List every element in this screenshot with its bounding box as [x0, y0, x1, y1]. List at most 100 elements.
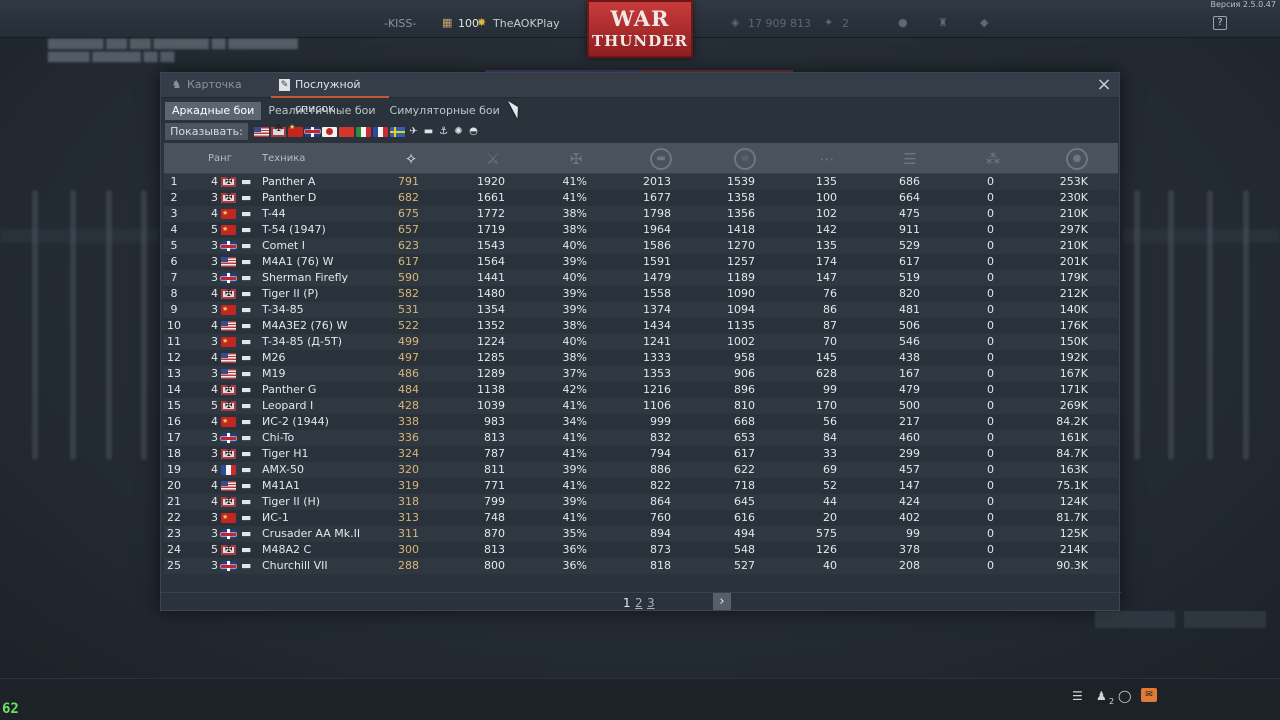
air-kills-icon[interactable]: ⋯ [819, 150, 835, 168]
filter-ship-icon[interactable]: ⚓ [439, 125, 448, 137]
cell-win-rate: 40% [562, 271, 587, 284]
respawns-icon[interactable]: ▬ [650, 148, 672, 170]
table-row[interactable]: 2 3 Panther D 682 1661 41% 1677 1358 100 664 0 230K… [164, 190, 1118, 206]
filter-flag-se[interactable] [390, 126, 405, 137]
table-row[interactable]: 16 4 ИС-2 (1944) 338 983 34% 999 668 56 217 0 84.2K… [164, 413, 1118, 430]
table-row[interactable]: 10 4 M4A3E2 (76) W 522 1352 38% 1434 1135 87 506 0… [164, 318, 1118, 334]
notification-icon[interactable]: ● [898, 16, 908, 29]
table-row[interactable]: 12 4 M26 497 1285 38% 1333 958 145 438 0 192K ▬ [164, 350, 1118, 366]
table-row[interactable]: 22 3 ИС-1 313 748 41% 760 616 20 402 0 81.7K ▬ [164, 509, 1118, 526]
squad-icon[interactable]: ♜ [938, 16, 948, 29]
help-button[interactable]: ? [1213, 16, 1227, 30]
table-row[interactable]: 25 3 Churchill VII 288 800 36% 818 527 40 208 0 90.… [164, 558, 1118, 574]
table-row[interactable]: 23 3 Crusader AA Mk.II 311 870 35% 894 494 575 99… [164, 526, 1118, 542]
table-row[interactable]: 17 3 Chi-To 336 813 41% 832 653 84 460 0 161K ▬ [164, 430, 1118, 446]
cell-index: 12 [167, 351, 181, 364]
player-name[interactable]: TheAOKPlay [493, 17, 560, 30]
filter-tank-icon[interactable]: ▬ [423, 125, 434, 137]
player-avatar-icon[interactable]: ▦ [442, 16, 453, 29]
cell-ground-kills: 208 [899, 559, 920, 572]
filter-flag-fr[interactable] [373, 126, 388, 137]
table-row[interactable]: 7 3 Sherman Firefly 590 1441 40% 1479 1189 147 51… [164, 270, 1118, 286]
filter-boat-icon[interactable]: ◓ [469, 125, 478, 137]
cell-naval-kills: 0 [987, 511, 994, 524]
cell-ground-kills: 820 [899, 287, 920, 300]
mode-arcade[interactable]: Аркадные бои [165, 102, 262, 120]
table-row[interactable]: 8 4 Tiger II (P) 582 1480 39% 1558 1090 76 820 0 21… [164, 286, 1118, 302]
next-page-button[interactable]: › [713, 593, 731, 610]
filter-flag-jp[interactable] [322, 126, 337, 137]
cell-ground-kills: 664 [899, 191, 920, 204]
cell-ground-kills: 167 [899, 367, 920, 380]
filter-flag-us[interactable] [254, 126, 269, 137]
score-icon[interactable]: ● [1066, 148, 1088, 170]
show-filter-button[interactable]: Показывать: [165, 123, 248, 140]
column-rank[interactable]: Ранг [208, 153, 232, 164]
cell-rank: 3 [211, 431, 218, 444]
squad-icon[interactable]: ♟ [1096, 689, 1107, 703]
naval-kills-icon[interactable]: ⁂ [985, 150, 1001, 168]
table-row[interactable]: 18 3 Tiger H1 324 787 41% 794 617 33 299 0 84.7K ▬ [164, 446, 1118, 462]
cell-deaths: 1356 [727, 207, 755, 220]
store-icon[interactable]: ◆ [980, 16, 989, 29]
filter-flag-ussr[interactable] [288, 123, 303, 137]
table-row[interactable]: 3 4 T-44 675 1772 38% 1798 1356 102 475 0 210K ▬ [164, 205, 1118, 222]
filter-aircraft-icon[interactable]: ✈ [409, 125, 418, 137]
squad-tag[interactable]: -KISS- [384, 17, 417, 30]
war-thunder-logo[interactable]: WAR THUNDER [587, 0, 693, 58]
win-rate-icon[interactable]: ✠ [569, 150, 583, 168]
table-row[interactable]: 6 3 M4A1 (76) W 617 1564 39% 1591 1257 174 617 0 20… [164, 254, 1118, 270]
cell-respawns: 1558 [643, 287, 671, 300]
chat-icon[interactable]: ◯ [1118, 689, 1132, 703]
table-row[interactable]: 24 5 M48A2 C 300 813 36% 873 548 126 378 0 214K ▬ [164, 542, 1118, 558]
table-row[interactable]: 14 4 Panther G 484 1138 42% 1216 896 99 479 0 171K ▬ [164, 382, 1118, 398]
tab-service-record[interactable]: ✎ Послужной список [271, 73, 389, 115]
victories-icon[interactable]: ⚔ [486, 150, 500, 168]
table-row[interactable]: 11 3 T-34-85 (Д-5Т) 499 1224 40% 1241 1002 70 546… [164, 333, 1118, 350]
cell-score: 230K [1059, 191, 1088, 204]
table-row[interactable]: 5 3 Comet I 623 1543 40% 1586 1270 135 529 0 210K ▬ [164, 238, 1118, 254]
close-icon[interactable]: × [1096, 74, 1112, 95]
page-3-link[interactable]: 3 [647, 596, 655, 610]
cell-deaths: 1270 [727, 239, 755, 252]
mode-simulator[interactable]: Симуляторные бои [389, 104, 500, 117]
filter-flag-uk[interactable] [305, 126, 320, 137]
table-row[interactable]: 9 3 T-34-85 531 1354 39% 1374 1094 86 481 0 140K ▬ [164, 301, 1118, 318]
cell-win-rate: 35% [562, 527, 587, 540]
cell-naval-kills: 0 [987, 543, 994, 556]
cell-rank: 4 [211, 175, 218, 188]
ground-vehicle-icon: ▬ [241, 223, 252, 236]
cell-vehicle-name: Panther A [262, 175, 316, 188]
cell-air-kills: 86 [823, 303, 837, 316]
filter-flag-it[interactable] [356, 126, 371, 137]
page-1-link[interactable]: 1 [623, 596, 631, 610]
ground-kills-icon[interactable]: ☰ [903, 150, 917, 168]
battles-icon[interactable]: ✧ [404, 150, 418, 168]
column-vehicle[interactable]: Техника [262, 153, 306, 164]
cell-air-kills: 70 [823, 335, 837, 348]
page-2-link[interactable]: 2 [635, 596, 643, 610]
blurred-notice-line: ██████ ███████ ██ ██ [48, 53, 175, 63]
table-row[interactable]: 13 3 M19 486 1289 37% 1353 906 628 167 0 167K ▬ [164, 366, 1118, 382]
list-icon[interactable]: ☰ [1072, 689, 1083, 703]
table-row[interactable]: 1 4 Panther A 791 1920 41% 2013 1539 135 686 0 253K… [164, 174, 1118, 190]
tab-player-card[interactable]: ♞ Карточка игрока [163, 73, 267, 115]
cell-ground-kills: 479 [899, 383, 920, 396]
filter-flag-cn[interactable] [339, 126, 354, 137]
deaths-icon[interactable]: ☠ [734, 148, 756, 170]
cell-ground-kills: 475 [899, 207, 920, 220]
table-row[interactable]: 4 5 T-54 (1947) 657 1719 38% 1964 1418 142 911 0 29… [164, 221, 1118, 238]
table-row[interactable]: 19 4 AMX-50 320 811 39% 886 622 69 457 0 163K ▬ [164, 462, 1118, 478]
nation-flag-ussr [221, 205, 236, 221]
cell-index: 8 [170, 287, 178, 300]
filter-spaa-icon[interactable]: ✺ [454, 125, 463, 137]
table-row[interactable]: 15 5 Leopard I 428 1039 41% 1106 810 170 500 0 269K… [164, 398, 1118, 414]
cell-index: 14 [167, 383, 181, 396]
mail-icon[interactable]: ✉ [1141, 688, 1157, 702]
table-row[interactable]: 21 4 Tiger II (H) 318 799 39% 864 645 44 424 0 124K… [164, 494, 1118, 510]
cell-win-rate: 37% [562, 367, 587, 380]
table-row[interactable]: 20 4 M41A1 319 771 41% 822 718 52 147 0 75.1K ▬ [164, 478, 1118, 494]
filter-flag-de[interactable] [271, 124, 286, 137]
mode-realistic[interactable]: Реалистичные бои [268, 104, 376, 117]
cell-index: 19 [167, 463, 181, 476]
